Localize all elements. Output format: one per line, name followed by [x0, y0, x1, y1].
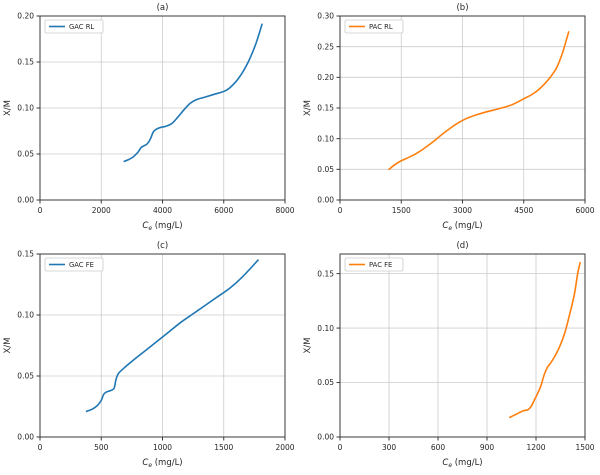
y-tick-label: 0.20 — [17, 12, 34, 21]
legend-label: GAC FE — [69, 261, 94, 269]
y-tick-label: 0.05 — [17, 372, 34, 381]
axes-frame — [339, 253, 586, 438]
data-curve-gac-fe — [85, 259, 259, 413]
y-tick-label: 0.10 — [17, 104, 34, 113]
x-tick-label: 900 — [480, 443, 495, 452]
x-tick-label: 1500 — [214, 443, 233, 452]
y-tick-label: 0.30 — [317, 12, 334, 21]
x-tick-label: 8000 — [275, 206, 294, 215]
y-tick-label: 0.15 — [17, 250, 34, 259]
y-tick-label: 0.15 — [17, 58, 34, 67]
y-tick-label: 0.05 — [317, 378, 334, 387]
y-tick-label: 0.10 — [317, 324, 334, 333]
panel-title: (d) — [456, 241, 468, 251]
y-axis-label: X/M — [3, 337, 13, 353]
y-tick-label: 0.05 — [317, 165, 334, 174]
x-tick-label: 1500 — [392, 206, 411, 215]
y-tick-label: 0.00 — [317, 196, 334, 205]
panel-title: (b) — [456, 3, 468, 13]
x-axis-label: Ce (mg/L) — [442, 221, 482, 232]
panel-title: (c) — [157, 241, 168, 251]
panel-a: 0 2000 4000 6000 8000 0.00 0.05 0.10 0.15 0.20 (a)… — [3, 3, 295, 232]
x-tick-label: 4000 — [153, 206, 172, 215]
y-tick-label: 0.05 — [17, 150, 34, 159]
x-axis-label: Ce (mg/L) — [142, 458, 182, 469]
x-tick-label: 2000 — [92, 206, 111, 215]
x-tick-label: 2000 — [275, 443, 294, 452]
legend-label: PAC FE — [369, 261, 392, 269]
data-curve-pac-rl — [388, 31, 570, 171]
x-tick-label: 1000 — [153, 443, 172, 452]
data-curve-gac-rl — [123, 23, 263, 163]
legend-label: GAC RL — [69, 23, 94, 31]
y-axis-label: X/M — [303, 337, 313, 353]
legend-box — [44, 19, 104, 34]
x-tick-label: 3000 — [453, 206, 472, 215]
panel-d: 0 300 600 900 1200 1500 0.00 0.05 0.10 0.15 (d) Ce … — [303, 241, 595, 469]
y-tick-label: 0.15 — [317, 269, 334, 278]
y-tick-label: 0.10 — [17, 311, 34, 320]
x-tick-label: 0 — [38, 206, 43, 215]
y-tick-label: 0.15 — [317, 104, 334, 113]
y-axis-label: X/M — [303, 100, 313, 116]
x-tick-label: 0 — [38, 443, 43, 452]
data-curve-pac-fe — [509, 261, 581, 419]
y-tick-label: 0.25 — [317, 42, 334, 51]
x-tick-label: 500 — [94, 443, 109, 452]
x-axis-label: Ce (mg/L) — [142, 221, 182, 232]
x-tick-label: 0 — [338, 443, 343, 452]
x-tick-label: 0 — [338, 206, 343, 215]
panel-b: 0 1500 3000 4500 6000 0.00 0.05 0.10 0.15 0.20 0.2… — [303, 3, 595, 232]
x-tick-label: 6000 — [575, 206, 594, 215]
legend-box — [344, 19, 404, 34]
legend-label: PAC RL — [369, 23, 393, 31]
x-tick-label: 4500 — [514, 206, 533, 215]
x-tick-label: 600 — [431, 443, 446, 452]
y-axis-label: X/M — [3, 100, 13, 116]
x-tick-label: 1200 — [526, 443, 545, 452]
x-tick-label: 1500 — [575, 443, 594, 452]
x-tick-label: 6000 — [214, 206, 233, 215]
y-tick-label: 0.10 — [317, 134, 334, 143]
x-axis-label: Ce (mg/L) — [442, 458, 482, 469]
x-tick-label: 300 — [382, 443, 397, 452]
y-tick-label: 0.00 — [317, 433, 334, 442]
panel-c: 0 500 1000 1500 2000 0.00 0.05 0.10 0.15 (c) Ce (m… — [3, 241, 295, 469]
y-tick-label: 0.00 — [17, 433, 34, 442]
y-tick-label: 0.00 — [17, 196, 34, 205]
legend-box — [344, 257, 404, 272]
legend-box — [44, 257, 104, 272]
panel-title: (a) — [157, 3, 169, 13]
y-tick-label: 0.20 — [317, 73, 334, 82]
